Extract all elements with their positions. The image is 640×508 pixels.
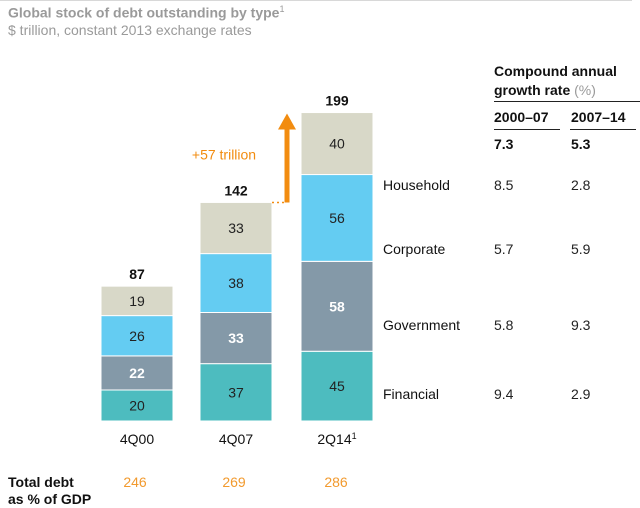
stacked-bar-chart: 20 22 26 19 87 4Q00 37 33 38 33 142 4Q07 45 58 56 40 199… — [100, 93, 374, 447]
growth-cell: 5.7 — [494, 241, 514, 257]
bar-segment-government — [300, 260, 374, 352]
bar-value-label: 33 — [228, 330, 244, 346]
bar-value-label: 40 — [329, 136, 345, 152]
bar-value-label: 22 — [129, 365, 145, 381]
bar-segment-financial — [100, 389, 174, 422]
title-footnote-marker: 1 — [279, 4, 285, 14]
growth-col-2000-07: 2000–07 — [494, 109, 549, 125]
bar-value-label: 33 — [228, 220, 244, 236]
bar-segment-government — [199, 312, 273, 365]
gdp-row-label: Total debt as % of GDP — [8, 474, 92, 507]
bar-segment-household — [199, 201, 273, 255]
growth-cell: 9.4 — [494, 386, 514, 402]
growth-cell: 5.9 — [571, 241, 591, 257]
bar-segment-financial — [199, 363, 273, 422]
bar-value-label: 37 — [228, 384, 244, 400]
growth-col-2007-14: 2007–14 — [571, 109, 626, 125]
bar-segment-corporate — [100, 315, 174, 357]
bar-value-label: 19 — [129, 293, 145, 309]
bar-value-label: 58 — [329, 298, 345, 314]
bar-value-label: 45 — [329, 378, 345, 394]
chart-subtitle: $ trillion, constant 2013 exchange rates — [8, 22, 252, 38]
category-axis-label: 2Q141 — [317, 431, 356, 447]
growth-col-rule — [494, 129, 560, 130]
growth-table-heading: Compound annual growth rate (%) — [494, 63, 617, 98]
bar-segment-financial — [300, 350, 374, 422]
top-rule — [0, 0, 632, 1]
growth-table-rule — [494, 101, 640, 102]
growth-total-2007-14: 5.3 — [571, 136, 591, 152]
bar-segment-household — [300, 112, 374, 176]
bar-total-label: 87 — [129, 266, 145, 282]
bar-total-label: 199 — [325, 93, 349, 109]
growth-col-rule — [570, 129, 636, 130]
growth-cell: 9.3 — [571, 317, 591, 333]
chart-title: Global stock of debt outstanding by type… — [8, 4, 285, 21]
bar-segment-household — [100, 285, 174, 317]
category-label-financial: Financial — [383, 386, 440, 402]
growth-annotation: +57 trillion — [192, 147, 256, 163]
bar-total-label: 142 — [224, 182, 248, 198]
growth-arrowhead — [278, 113, 296, 130]
growth-cell: 8.5 — [494, 177, 514, 193]
gdp-value-4q07: 269 — [222, 474, 246, 490]
gdp-value-4q00: 246 — [123, 474, 147, 490]
growth-cell: 2.8 — [571, 177, 591, 193]
bar-segment-corporate — [199, 253, 273, 314]
gdp-value-2q14: 286 — [324, 474, 348, 490]
bar-value-label: 20 — [129, 398, 145, 414]
category-label-household: Household — [383, 177, 450, 193]
category-label-corporate: Corporate — [383, 241, 446, 257]
category-axis-label: 4Q00 — [120, 431, 154, 447]
growth-cell: 5.8 — [494, 317, 514, 333]
growth-total-2000-07: 7.3 — [494, 136, 514, 152]
category-axis-label: 4Q07 — [219, 431, 253, 447]
bar-value-label: 56 — [329, 210, 345, 226]
bar-value-label: 38 — [228, 275, 244, 291]
category-label-government: Government — [383, 317, 461, 333]
growth-cell: 2.9 — [571, 386, 591, 402]
bar-value-label: 26 — [129, 328, 145, 344]
